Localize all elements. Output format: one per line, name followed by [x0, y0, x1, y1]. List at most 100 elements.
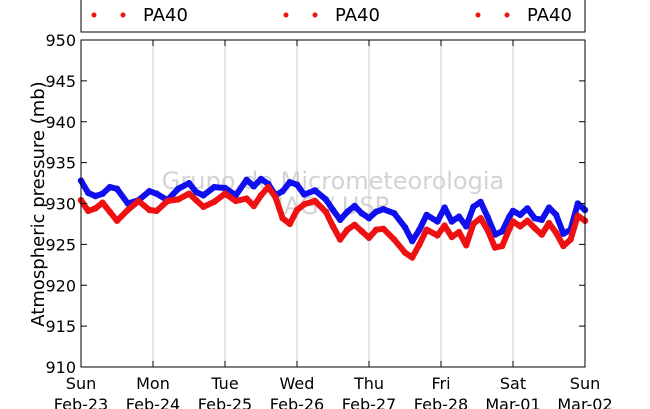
series-2-point [380, 225, 387, 232]
y-tick-label: 950 [45, 31, 76, 50]
x-tick-label-day: Thu [353, 374, 384, 393]
series-2-point [113, 217, 121, 224]
x-tick-label-date: Mar-01 [485, 395, 540, 409]
y-tick-label: 940 [45, 113, 76, 132]
series-1-point [200, 192, 207, 199]
series-2-point [265, 183, 272, 191]
legend-label: PA40 [527, 5, 572, 26]
series-2-point [106, 208, 114, 215]
x-tick-label-date: Feb-23 [54, 395, 108, 409]
x-tick-label-date: Feb-24 [126, 395, 180, 409]
legend-marker [283, 12, 289, 18]
y-tick-label: 930 [45, 195, 76, 214]
series-1-point [574, 200, 581, 207]
legend-marker [312, 12, 318, 18]
x-tick-label-date: Mar-02 [557, 395, 612, 409]
series-1-point [499, 228, 506, 235]
series-2-point [560, 242, 567, 250]
legend-marker [504, 12, 510, 18]
legend-marker [475, 12, 481, 18]
series-1-point [441, 204, 448, 211]
series-1-point [391, 210, 398, 217]
series-2-point [311, 197, 319, 205]
series-2-point [499, 242, 506, 250]
series-2-point [517, 223, 524, 230]
series-2-point [441, 222, 448, 229]
series-1-point [146, 188, 153, 195]
series-1-point [470, 203, 477, 210]
y-tick-label: 935 [45, 154, 76, 173]
series-2-point [416, 241, 423, 248]
legend: PA40 PA40 PA40 [80, 0, 586, 33]
series-1-point [517, 211, 524, 219]
series-2-point [531, 224, 538, 232]
series-2-point [491, 244, 499, 251]
series-2-point [221, 190, 229, 197]
x-tick-label-day: Sun [570, 374, 600, 393]
series-1-point [113, 185, 121, 192]
series-2-point [470, 220, 477, 228]
series-2-point [92, 205, 99, 212]
series-1-point [409, 237, 416, 245]
series-2-point [243, 195, 250, 202]
series-1-point [463, 223, 470, 230]
series-2-point [175, 196, 182, 203]
series-2-point [301, 201, 308, 208]
series-1-point [455, 213, 463, 220]
series-2-point [434, 232, 441, 239]
series-2-point [358, 228, 365, 235]
series-2-point [344, 226, 351, 233]
series-2-point [164, 197, 171, 205]
x-tick-label-day: Sat [500, 374, 526, 393]
series-2-point [99, 199, 106, 206]
series-1-point [221, 184, 229, 192]
series-2-point [279, 215, 286, 222]
series-2-point [391, 236, 398, 243]
series-2-point [574, 212, 581, 219]
series-1-point [293, 181, 301, 188]
series-2-point [85, 207, 92, 215]
series-1-point [279, 188, 286, 195]
series-1-point [250, 183, 257, 190]
series-2-point [423, 226, 430, 233]
series-2-point [146, 206, 153, 214]
series-1-point [509, 207, 517, 215]
x-tick-label-date: Feb-25 [198, 395, 252, 409]
x-tick-label-date: Feb-27 [342, 395, 396, 409]
x-tick-label-day: Mon [136, 374, 170, 393]
series-1-point [351, 202, 358, 210]
series-2-point [322, 208, 329, 215]
series-1-point [193, 188, 200, 196]
series-2-point [545, 219, 553, 227]
series-1-point [185, 179, 193, 187]
series-2-point [211, 198, 218, 206]
series-2-point [567, 236, 574, 243]
y-tick-label: 915 [45, 317, 76, 336]
series-1-point [434, 218, 441, 225]
series-1-point [416, 226, 423, 233]
series-2-point [484, 227, 491, 234]
series-2-point [538, 231, 545, 238]
series-1-point [373, 208, 380, 215]
y-tick-label: 945 [45, 72, 76, 91]
x-tick-label-day: Tue [210, 374, 238, 393]
series-2-point [257, 192, 265, 199]
series-1-point [85, 189, 92, 197]
legend-marker [120, 12, 126, 18]
series-1-point [538, 216, 545, 223]
series-1-line [78, 176, 588, 245]
series-1-point [311, 187, 319, 194]
series-2-point [135, 197, 142, 205]
series-2-point [124, 206, 131, 214]
series-1-point [553, 211, 560, 219]
series-1-point [337, 216, 344, 223]
series-1-point [106, 183, 114, 191]
series-2-point [185, 190, 193, 197]
y-axis-label: Atmospheric pressure (mb) [28, 81, 49, 326]
series-1-point [211, 183, 218, 191]
series-1-point [175, 185, 182, 192]
series-2-point [455, 228, 463, 236]
series-1-point [524, 205, 531, 212]
series-1-point [423, 211, 430, 219]
series-1-point [358, 210, 365, 217]
